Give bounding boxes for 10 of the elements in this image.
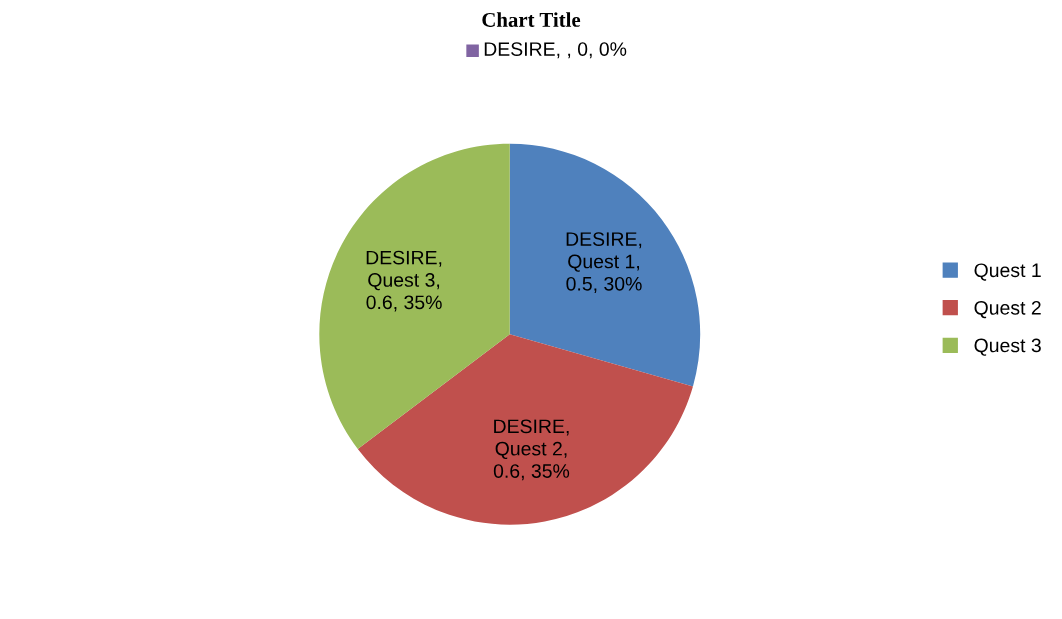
legend-label: Quest 3 — [974, 338, 1041, 356]
data-label: DESIRE, Quest 2, 0.6, 35% — [493, 419, 570, 481]
data-label: DESIRE, Quest 3, 0.6, 35% — [366, 250, 442, 312]
pie-slice — [509, 143, 701, 387]
data-label: DESIRE, Quest 1, 0.5, 30% — [566, 232, 642, 293]
pie-slice — [357, 334, 693, 525]
chart-title: Chart Title — [482, 12, 581, 27]
legend-label: Quest 1 — [974, 263, 1041, 281]
legend-label: Quest 2 — [974, 300, 1041, 319]
text: DESIRE, , 0, 0% — [484, 42, 627, 59]
